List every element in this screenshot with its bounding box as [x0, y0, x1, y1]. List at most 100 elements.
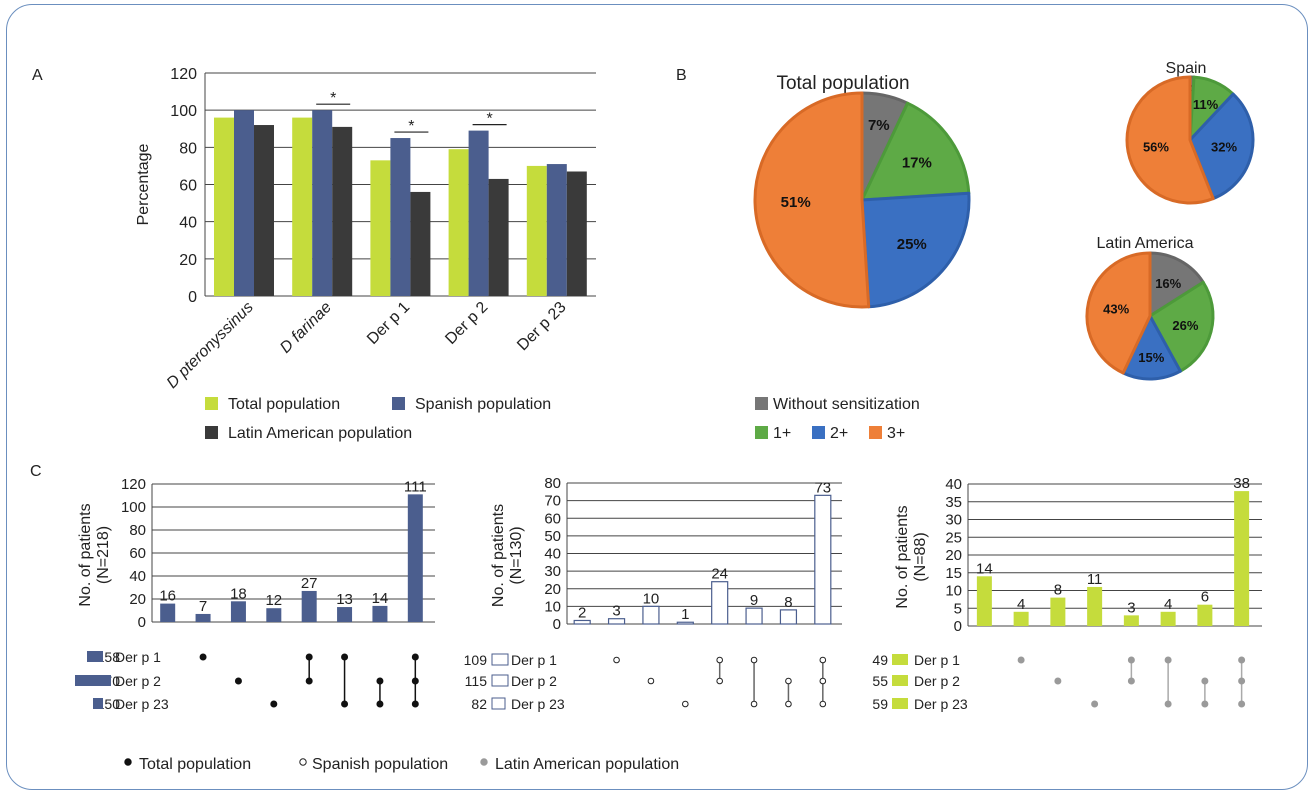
c-y-axis-subtitle: (N=130): [508, 526, 525, 584]
c-set-dot: [1127, 656, 1135, 664]
a-category-label: D farinae: [277, 299, 335, 357]
b-legend-label: Without sensitization: [773, 396, 920, 413]
a-significance-star: *: [408, 118, 414, 135]
c-ytick-label: 0: [138, 614, 146, 631]
c-bar-value-label: 27: [301, 575, 318, 592]
c-bar-value-label: 3: [612, 603, 620, 620]
pie-title: Spain: [1166, 60, 1207, 77]
c-set-name-label: Der p 1: [914, 652, 960, 668]
c-set-dot: [376, 700, 384, 708]
c-set-dot: [785, 677, 792, 685]
c-ytick-label: 0: [954, 618, 962, 635]
c-set-dot: [750, 700, 758, 708]
c-set-dot: [647, 677, 655, 685]
panel-a-bar-chart: 0 20 40 60 80 100 120 Percentage D pteronyssinus…: [135, 66, 596, 442]
c-ytick-label: 40: [544, 546, 561, 563]
c-ytick-label: 20: [945, 547, 962, 564]
panel-letter-b: B: [676, 67, 687, 84]
c-bar: [301, 590, 317, 622]
c-bar: [976, 576, 992, 626]
c-bar-value-label: 4: [1017, 596, 1025, 613]
a-bar: [468, 130, 489, 296]
c-set-size-bar: [93, 698, 103, 709]
c-bar-value-label: 1: [681, 606, 689, 623]
c-bar: [1123, 615, 1139, 626]
c-ytick-label: 40: [129, 568, 146, 585]
c-ytick-label: 60: [544, 510, 561, 527]
pie-percent-label: 26%: [1172, 318, 1198, 333]
c-bar-value-label: 16: [159, 588, 176, 605]
panel-letter-a: A: [32, 67, 43, 84]
pie-percent-label: 25%: [897, 236, 927, 253]
c-set-dot: [411, 700, 419, 708]
c-bar: [1087, 586, 1103, 626]
c-ytick-label: 50: [544, 528, 561, 545]
pie-percent-label: 7%: [868, 117, 890, 134]
a-category-label: Der p 23: [514, 299, 569, 354]
c-ytick-label: 15: [945, 565, 962, 582]
pie-percent-label: 56%: [1143, 139, 1169, 154]
c-bar: [1050, 597, 1066, 626]
c-set-size-bar: [892, 654, 908, 665]
c-set-size-label: 82: [471, 696, 487, 712]
bottom-legend-marker: [299, 758, 307, 766]
c-bar-value-label: 13: [336, 591, 353, 608]
c-bar: [1197, 604, 1213, 626]
c-ytick-label: 0: [553, 616, 561, 633]
a-legend-label: Latin American population: [228, 425, 412, 442]
c-set-dot: [750, 656, 758, 664]
c-set-size-bar: [491, 697, 506, 710]
b-legend-label: 2+: [830, 425, 848, 442]
c-ytick-label: 120: [121, 476, 146, 493]
c-bar-value-label: 24: [711, 566, 728, 583]
a-ytick-label: 100: [170, 103, 197, 120]
a-significance-star: *: [486, 111, 492, 128]
c-set-dot: [613, 656, 620, 664]
b-legend-swatch: [812, 426, 825, 439]
c-bar-value-label: 7: [199, 598, 207, 615]
a-bar: [254, 125, 274, 297]
c-y-axis-title: No. of patients: [77, 503, 94, 606]
b-legend-swatch: [869, 426, 882, 439]
c-set-dot: [305, 677, 313, 685]
c-set-size-bar: [491, 674, 509, 687]
pie-slice: [860, 191, 971, 309]
pie-percent-label: 15%: [1138, 350, 1164, 365]
c-bar-value-label: 12: [265, 592, 282, 609]
c-set-dot: [1164, 656, 1172, 664]
pie-title: Latin America: [1097, 235, 1194, 252]
c-set-dot: [716, 656, 723, 664]
a-legend-swatch: [205, 426, 218, 439]
c-bar: [607, 618, 626, 625]
c-bar-value-label: 73: [814, 479, 831, 496]
c-set-name-label: Der p 2: [511, 673, 557, 689]
panel-b-pie-charts: Total population7%17%25%51%Spain1%11%32%…: [753, 60, 1255, 442]
c-bar-value-label: 18: [230, 585, 247, 602]
a-legend-swatch: [205, 397, 218, 410]
a-legend-swatch: [392, 397, 405, 410]
c-bar-value-label: 38: [1233, 475, 1250, 492]
c-bar-value-label: 8: [1054, 582, 1062, 599]
c-set-dot: [785, 700, 792, 708]
c-set-dot: [1054, 677, 1062, 685]
c-ytick-label: 25: [945, 529, 962, 546]
a-bar: [566, 171, 587, 296]
bottom-legend: Total population Spanish population Latin …: [124, 756, 679, 773]
a-ytick-label: 120: [170, 66, 197, 83]
a-category-label: Der p 1: [364, 299, 413, 348]
pie-slice: [1148, 251, 1205, 318]
c-bar: [1234, 491, 1250, 626]
c-ytick-label: 80: [544, 475, 561, 492]
c-set-dot: [682, 700, 689, 708]
c-bar: [711, 581, 729, 625]
c-set-dot: [270, 700, 278, 708]
c-set-size-bar: [75, 675, 111, 686]
c-ytick-label: 30: [544, 563, 561, 580]
pie-slice: [1188, 92, 1255, 201]
c-set-dot: [1164, 700, 1172, 708]
c-bar: [195, 613, 211, 622]
pie-percent-label: 11%: [1193, 97, 1219, 112]
c-bar: [160, 603, 176, 622]
